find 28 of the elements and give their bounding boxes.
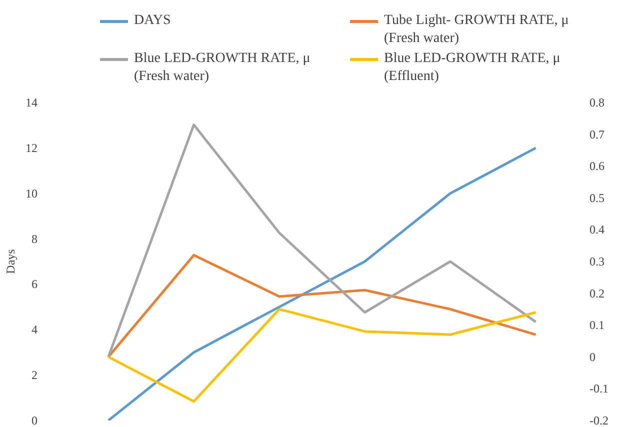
line-series — [107, 254, 538, 358]
y2-tick-label: 0.1 — [590, 318, 604, 332]
y2-tick-label: 0.2 — [590, 286, 604, 300]
y2-tick-label: 0.3 — [590, 254, 604, 268]
y2-tick-label: 0.7 — [590, 127, 604, 142]
legend-label: Tube Light- GROWTH RATE, μ (Fresh water) — [384, 12, 569, 48]
line-series — [107, 146, 538, 420]
line-series — [107, 308, 538, 403]
legend-label: Blue LED-GROWTH RATE, μ (Fresh water) — [134, 50, 310, 86]
y2-tick-label: -0.2 — [590, 414, 608, 427]
legend-label: DAYS — [134, 12, 171, 30]
y-tick-label: 2 — [32, 368, 38, 382]
y-tick-label: 8 — [32, 232, 38, 246]
line-series — [107, 124, 538, 358]
y-tick-label: 0 — [32, 414, 38, 427]
y2-tick-label: -0.1 — [590, 382, 608, 396]
y-tick-label: 10 — [26, 186, 38, 200]
y2-tick-label: 0.4 — [590, 222, 604, 237]
y-tick-label: 4 — [32, 322, 38, 337]
y-tick-label: 14 — [26, 96, 38, 110]
legend-label: Blue LED-GROWTH RATE, μ (Effluent) — [384, 50, 560, 86]
y-axis-title: Days — [4, 248, 18, 274]
y2-tick-label: 0 — [590, 350, 596, 364]
y2-tick-label: 0.5 — [590, 190, 604, 205]
y2-tick-label: 0.6 — [590, 159, 604, 174]
y-tick-label: 12 — [26, 140, 38, 155]
y2-tick-label: 0.8 — [590, 96, 604, 110]
y-tick-label: 6 — [32, 277, 38, 292]
